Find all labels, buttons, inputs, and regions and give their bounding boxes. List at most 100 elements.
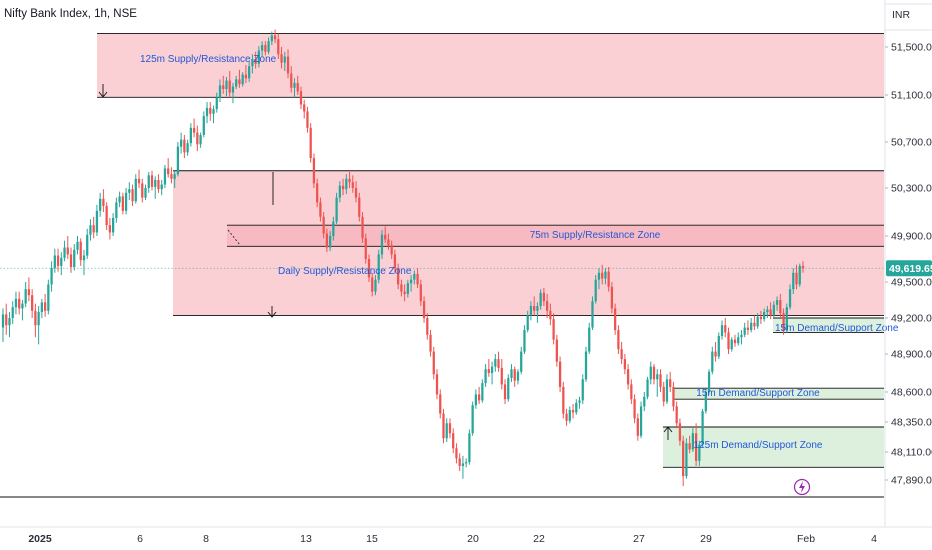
candle-body <box>248 66 251 79</box>
candle-body <box>733 339 737 344</box>
candle-body <box>792 272 795 290</box>
candle-body <box>727 332 730 350</box>
candle-body <box>552 319 555 340</box>
candle-body <box>63 247 66 258</box>
candle-body <box>610 286 614 309</box>
candle-body <box>131 189 134 202</box>
candle-body <box>53 255 56 269</box>
candle-body <box>785 307 788 330</box>
zone-label: 15m Demand/Support Zone <box>775 323 899 334</box>
candle-body <box>720 325 724 336</box>
arrow-down-icon <box>267 306 277 318</box>
chart-title: Nifty Bank Index, 1h, NSE <box>4 8 137 20</box>
candle-body <box>769 309 772 316</box>
candle-body <box>121 196 124 211</box>
candle-body <box>656 374 659 380</box>
candle-body <box>241 74 244 85</box>
zone-label: 125m Demand/Support Zone <box>694 440 823 451</box>
candle-body <box>173 174 176 179</box>
candle-body <box>102 198 105 206</box>
annotations-layer: 125m Supply/Resistance Zone Daily Supply/… <box>0 54 899 498</box>
candle-body <box>533 306 536 311</box>
candle-body <box>766 309 769 312</box>
candle-body <box>403 291 406 294</box>
candle-body <box>86 234 89 256</box>
candle-body <box>409 279 413 284</box>
candle-body <box>115 202 118 218</box>
candle-body <box>354 188 358 198</box>
candle-body <box>335 197 338 222</box>
candle-body <box>27 289 31 296</box>
zone-label: 125m Supply/Resistance Zone <box>140 54 277 65</box>
price-tick-label: 50,700.00 <box>891 137 932 149</box>
candle-body <box>199 134 202 145</box>
candle-body <box>694 433 698 461</box>
candle-body <box>24 289 27 304</box>
candle-body <box>724 325 727 333</box>
last-price-label: 49,619.65 <box>889 263 932 275</box>
candle-body <box>141 183 144 198</box>
candle-body <box>523 330 526 352</box>
lightning-glyph <box>799 481 805 493</box>
candle-body <box>380 234 384 255</box>
time-tick-label: 13 <box>300 533 312 545</box>
candle-body <box>186 143 189 153</box>
candle-body <box>455 448 458 459</box>
candle-body <box>31 295 34 311</box>
candle-body <box>779 300 782 314</box>
candle-body <box>34 310 37 326</box>
candle-body <box>264 45 267 52</box>
candle-body <box>290 73 293 88</box>
candle-body <box>328 236 332 248</box>
candle-body <box>753 322 756 327</box>
candle-body <box>536 306 539 311</box>
candle-body <box>260 45 264 51</box>
candle-body <box>617 330 620 350</box>
candle-body <box>254 59 257 64</box>
candle-body <box>1 314 5 328</box>
arrow-down-icon <box>98 84 108 98</box>
candle-body <box>105 206 108 226</box>
candle-body <box>545 301 549 311</box>
time-axis[interactable]: 2025 6 8 13 15 20 22 27 29 Feb 4 <box>0 526 932 545</box>
candle-body <box>180 139 183 147</box>
candle-body <box>513 369 516 381</box>
candle-body <box>675 406 678 424</box>
candle-body <box>267 41 270 52</box>
candle-body <box>150 175 154 187</box>
price-tick-label: 48,350.00 <box>891 417 932 429</box>
candle-body <box>218 85 222 98</box>
candle-body <box>244 74 248 79</box>
candle-body <box>500 367 503 385</box>
candle-body <box>270 35 273 42</box>
price-axis[interactable]: 51,500.00 51,100.00 50,700.00 50,300.00 49,9… <box>884 0 932 527</box>
candle-body <box>95 210 99 233</box>
zone-label: 15m Demand/Support Zone <box>696 388 820 399</box>
candle-body <box>630 384 633 400</box>
candle-body <box>639 406 643 436</box>
candle-body <box>448 423 452 434</box>
candle-body <box>730 339 733 350</box>
candle-body <box>737 337 740 344</box>
time-tick-label: 29 <box>700 533 712 545</box>
candle-body <box>73 249 76 268</box>
candle-body <box>468 433 471 463</box>
candle-body <box>442 413 445 439</box>
candle-body <box>66 247 69 255</box>
candle-body <box>296 83 299 92</box>
candle-body <box>801 265 805 269</box>
candle-body <box>601 272 604 279</box>
candle-body <box>167 168 170 175</box>
candle-body <box>99 198 102 211</box>
candle-body <box>82 255 86 261</box>
candle-body <box>604 271 607 279</box>
candle-body <box>798 265 801 285</box>
candle-body <box>426 318 429 335</box>
candle-body <box>435 374 439 395</box>
currency-label[interactable]: INR <box>892 9 911 21</box>
price-tick-label: 48,110.00 <box>891 447 932 459</box>
candle-body <box>79 241 82 261</box>
candle-body <box>575 402 578 413</box>
candle-body <box>597 272 601 280</box>
